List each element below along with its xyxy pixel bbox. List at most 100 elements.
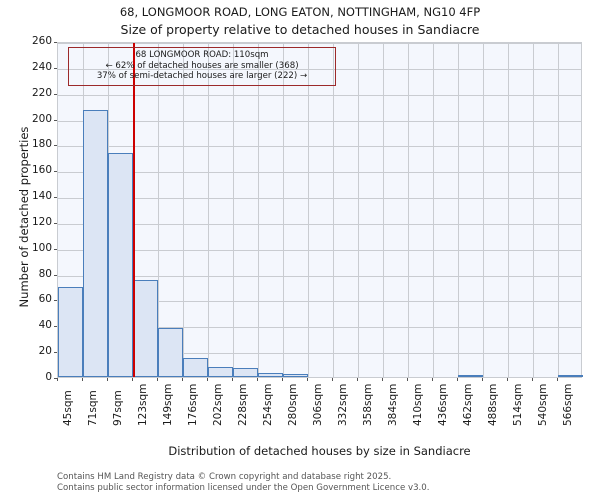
y-axis-tick-mark xyxy=(54,197,57,199)
grid-line-horizontal xyxy=(58,275,581,277)
x-axis-tick-label: 123sqm xyxy=(137,383,149,426)
plot-area: 68 LONGMOOR ROAD: 110sqm ← 62% of detach… xyxy=(57,42,583,378)
y-axis-tick-label: 80 xyxy=(38,267,52,280)
y-axis-tick-label: 200 xyxy=(31,112,52,125)
x-axis-tick-mark xyxy=(257,378,258,381)
x-axis-tick-mark xyxy=(307,378,308,381)
x-axis-tick-label: 384sqm xyxy=(387,383,399,426)
grid-line-vertical xyxy=(333,43,334,377)
y-axis-tick-mark xyxy=(54,171,57,173)
footer-attribution: Contains HM Land Registry data © Crown c… xyxy=(57,472,429,493)
grid-line-horizontal xyxy=(58,43,581,44)
histogram-bar xyxy=(258,373,283,377)
histogram-bar xyxy=(158,327,183,377)
y-axis-tick-mark xyxy=(54,300,57,302)
grid-line-vertical xyxy=(233,43,234,377)
x-axis-tick-label: 488sqm xyxy=(487,383,499,426)
x-axis-tick-mark xyxy=(57,378,58,381)
x-axis-tick-label: 149sqm xyxy=(162,383,174,426)
x-axis-tick-label: 436sqm xyxy=(437,383,449,426)
x-axis-tick-mark xyxy=(82,378,83,381)
y-axis-tick-label: 20 xyxy=(38,345,52,358)
grid-line-horizontal xyxy=(58,68,581,70)
x-axis-tick-mark xyxy=(332,378,333,381)
histogram-bar xyxy=(108,153,133,377)
grid-line-vertical xyxy=(283,43,284,377)
y-axis-tick-label: 40 xyxy=(38,319,52,332)
grid-line-horizontal xyxy=(58,94,581,96)
footer-line-1: Contains HM Land Registry data © Crown c… xyxy=(57,472,392,482)
y-axis-title: Number of detached properties xyxy=(17,126,31,308)
grid-line-vertical xyxy=(433,43,434,377)
footer-line-2: Contains public sector information licen… xyxy=(57,482,430,493)
histogram-bar xyxy=(233,367,258,377)
annotation-line-2: ← 62% of detached houses are smaller (36… xyxy=(105,60,299,71)
y-axis-tick-label: 100 xyxy=(31,241,52,254)
property-size-marker-line xyxy=(133,43,135,377)
y-axis-tick-mark xyxy=(54,352,57,354)
y-axis-tick-mark xyxy=(54,274,57,276)
grid-line-horizontal xyxy=(58,249,581,251)
x-axis-tick-mark xyxy=(182,378,183,381)
x-axis-tick-label: 462sqm xyxy=(462,383,474,426)
x-axis-tick-mark xyxy=(382,378,383,381)
x-axis-tick-mark xyxy=(232,378,233,381)
y-axis-tick-label: 260 xyxy=(31,35,52,47)
histogram-bar xyxy=(133,280,158,377)
x-axis-tick-mark xyxy=(282,378,283,381)
x-axis-tick-label: 176sqm xyxy=(187,383,199,426)
y-axis-tick-label: 240 xyxy=(31,60,52,73)
x-axis-tick-mark xyxy=(357,378,358,381)
x-axis-tick-label: 228sqm xyxy=(237,383,249,426)
y-axis-tick-mark xyxy=(54,93,57,95)
chart-title: 68, LONGMOOR ROAD, LONG EATON, NOTTINGHA… xyxy=(119,5,481,19)
x-axis-tick-label: 358sqm xyxy=(362,383,374,426)
grid-line-vertical xyxy=(208,43,209,377)
histogram-bar xyxy=(458,375,483,377)
x-axis-tick-label: 280sqm xyxy=(287,383,299,426)
x-axis-tick-label: 71sqm xyxy=(87,390,99,426)
y-axis-tick-mark xyxy=(54,119,57,121)
grid-line-vertical xyxy=(483,43,484,377)
x-axis-tick-label: 254sqm xyxy=(262,383,274,426)
histogram-bar xyxy=(558,375,583,377)
y-axis-tick-label: 60 xyxy=(38,293,52,306)
grid-line-vertical xyxy=(383,43,384,377)
annotation-line-3: 37% of semi-detached houses are larger (… xyxy=(96,71,308,82)
grid-line-vertical xyxy=(533,43,534,377)
x-axis-tick-label: 202sqm xyxy=(212,383,224,426)
grid-line-vertical xyxy=(508,43,509,377)
y-axis-tick-mark xyxy=(54,248,57,250)
property-annotation-callout: 68 LONGMOOR ROAD: 110sqm ← 62% of detach… xyxy=(68,47,336,86)
y-axis-tick-label: 0 xyxy=(45,371,52,383)
y-axis-tick-label: 220 xyxy=(31,86,52,99)
chart-title-block: 68, LONGMOOR ROAD, LONG EATON, NOTTINGHA… xyxy=(0,4,600,39)
x-axis-tick-label: 45sqm xyxy=(62,390,74,426)
x-axis-tick-mark xyxy=(432,378,433,381)
x-axis-tick-mark xyxy=(107,378,108,381)
grid-line-vertical xyxy=(258,43,259,377)
y-axis-tick-mark xyxy=(54,326,57,328)
x-axis-tick-label: 97sqm xyxy=(112,390,124,426)
y-axis-tick-mark xyxy=(54,42,57,43)
y-axis-tick-mark xyxy=(54,145,57,147)
y-axis-tick-label: 120 xyxy=(31,215,52,228)
x-axis-tick-label: 514sqm xyxy=(512,383,524,426)
chart-subtitle: Size of property relative to detached ho… xyxy=(120,22,480,37)
y-axis-tick-label: 140 xyxy=(31,190,52,203)
grid-line-horizontal xyxy=(58,198,581,200)
grid-line-vertical xyxy=(558,43,559,377)
histogram-bar xyxy=(58,286,83,377)
grid-line-horizontal xyxy=(58,172,581,174)
x-axis-tick-label: 566sqm xyxy=(562,383,574,426)
grid-line-vertical xyxy=(158,43,159,377)
grid-line-vertical xyxy=(308,43,309,377)
grid-line-vertical xyxy=(358,43,359,377)
x-axis-tick-mark xyxy=(157,378,158,381)
histogram-bar xyxy=(208,366,233,377)
x-axis-tick-label: 410sqm xyxy=(412,383,424,426)
x-axis-tick-label: 332sqm xyxy=(337,383,349,426)
grid-line-horizontal xyxy=(58,223,581,225)
grid-line-vertical xyxy=(408,43,409,377)
